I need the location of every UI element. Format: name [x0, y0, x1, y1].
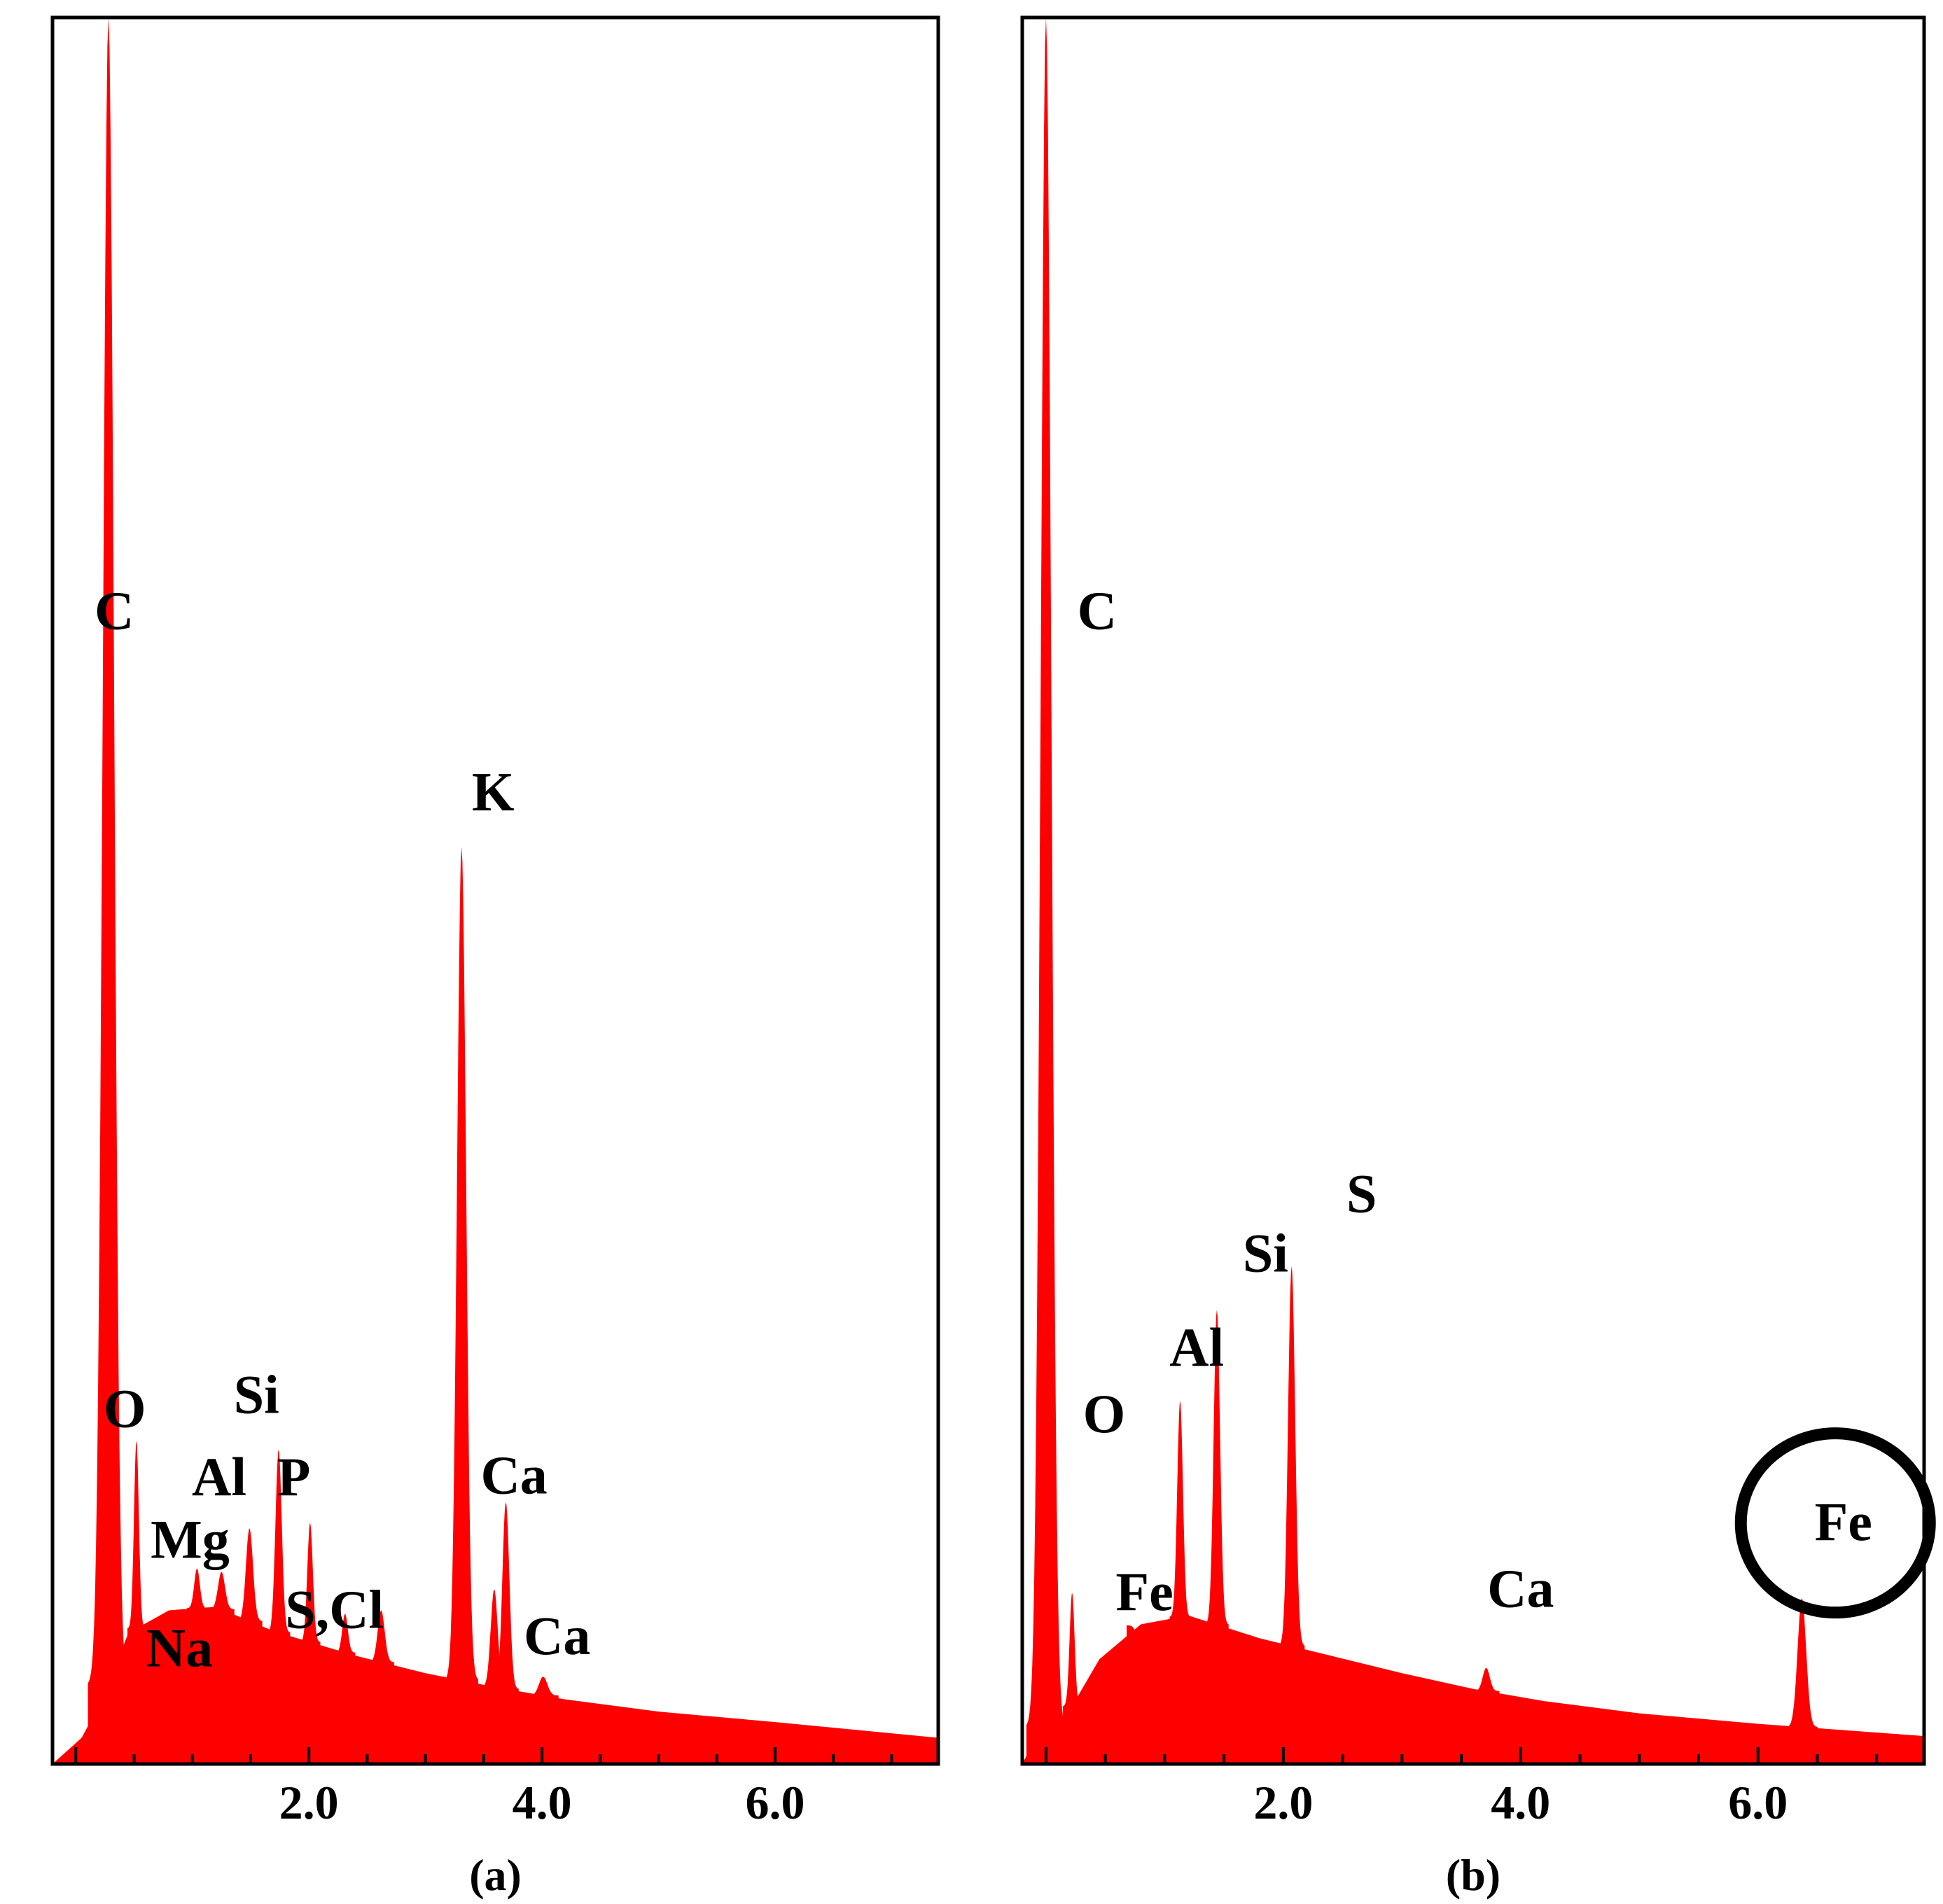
- peak-label: Si: [1243, 1222, 1288, 1283]
- peak-label: O: [104, 1378, 146, 1438]
- x-tick-label: 2.0: [1253, 1776, 1313, 1829]
- peak-al: [237, 1528, 263, 1764]
- panel-caption: (b): [1446, 1850, 1500, 1900]
- spectrum-panel-a: 2.0 4.0 6.0 (a) C O Si Al P Mg Na S,Cl K Ca Ca: [50, 15, 940, 1900]
- peak-label: C: [95, 580, 134, 640]
- peak-o: [1063, 1592, 1082, 1764]
- peak-label: Fe: [1815, 1492, 1872, 1553]
- peak-p: [300, 1522, 321, 1764]
- peak-s: [335, 1614, 356, 1764]
- x-tick-label: 6.0: [1728, 1776, 1788, 1829]
- peak-fe: [1127, 1625, 1153, 1764]
- peak-label: Na: [146, 1617, 213, 1678]
- peak-si: [267, 1449, 291, 1764]
- x-tick-label: 6.0: [745, 1776, 805, 1829]
- peak-label: Mg: [151, 1509, 230, 1570]
- peak-label: Ca: [1487, 1558, 1554, 1618]
- x-tick-label: 2.0: [279, 1776, 339, 1829]
- peak-label: Ca: [480, 1444, 547, 1505]
- peak-mg: [209, 1572, 235, 1764]
- x-tick-label: 4.0: [1491, 1776, 1550, 1829]
- peak-ca: [527, 1676, 559, 1764]
- peak-label: S,Cl: [285, 1578, 384, 1639]
- spectrum-panel-b: 2.0 4.0 6.0 (b) C O Al Si S Fe Ca Fe: [1020, 15, 1936, 1900]
- peak-ca: [1473, 1667, 1500, 1764]
- peak-label: S: [1346, 1163, 1377, 1224]
- peak-label: K: [472, 762, 515, 822]
- highlight-circle: [1734, 1427, 1936, 1619]
- peak-o: [127, 1441, 146, 1764]
- peak-label: C: [1078, 580, 1117, 640]
- peak-label: P: [277, 1446, 311, 1507]
- x-tick-label: 4.0: [513, 1776, 572, 1829]
- spectrum-continuum: [1022, 1616, 1924, 1764]
- plot-frame: [1020, 15, 1926, 1766]
- peak-ca: [493, 1502, 519, 1764]
- peak-s: [1279, 1266, 1305, 1764]
- peak-label: O: [1083, 1383, 1126, 1444]
- peak-si: [1205, 1310, 1229, 1764]
- peak-k: [445, 847, 478, 1764]
- peak-c: [1026, 18, 1066, 1764]
- peak-cl: [368, 1610, 394, 1764]
- peak-label: Al: [1169, 1317, 1224, 1378]
- peak-label: Al: [192, 1446, 246, 1507]
- peak-label: Fe: [1115, 1561, 1173, 1622]
- peak-fe: [1786, 1598, 1818, 1764]
- peak-label: Si: [234, 1364, 279, 1425]
- peak-label: Ca: [524, 1605, 590, 1666]
- panel-caption: (a): [469, 1850, 522, 1900]
- plot-frame: [50, 15, 940, 1766]
- peak-na: [186, 1568, 207, 1764]
- peak-al: [1169, 1401, 1191, 1764]
- peak-c: [88, 18, 130, 1764]
